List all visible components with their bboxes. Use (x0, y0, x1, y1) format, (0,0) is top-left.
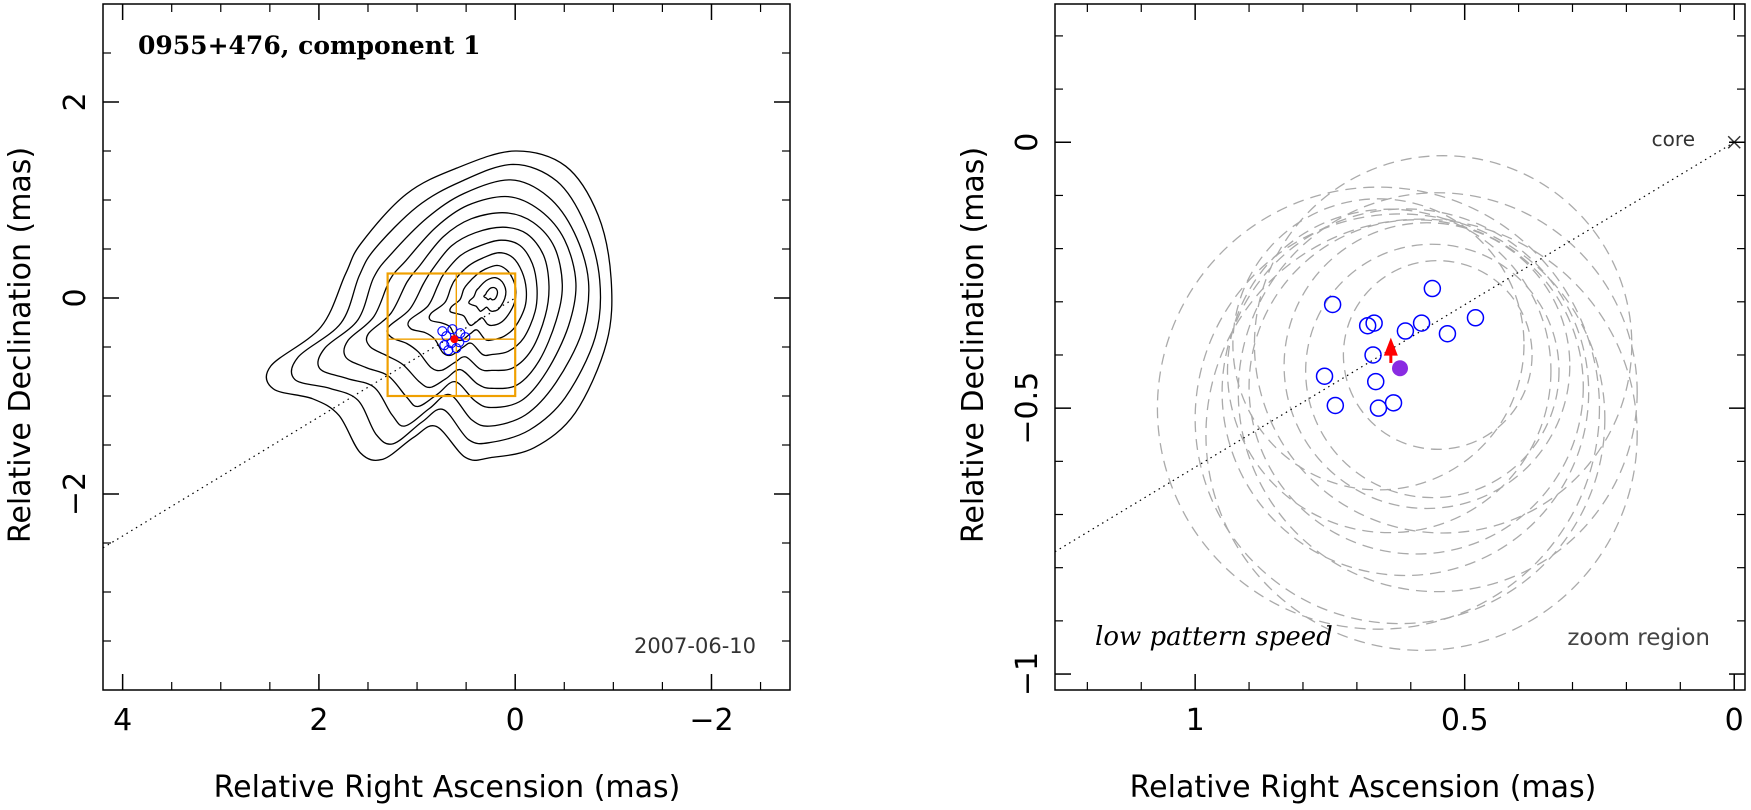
x-tick-label: 4 (113, 703, 132, 738)
y-tick-label: −1 (1010, 652, 1045, 696)
zoom-box-1 (386, 272, 517, 398)
right-x-axis-label: Relative Right Ascension (mas) (1130, 770, 1597, 805)
contour-level-2 (290, 163, 602, 445)
component-position-point (1438, 324, 1457, 343)
component-position-point (1412, 314, 1431, 332)
contour-level-11 (483, 286, 499, 301)
left-x-axis-label: Relative Right Ascension (mas) (214, 770, 681, 805)
component-position-markers (1315, 135, 1741, 417)
component-position-point (1365, 314, 1383, 332)
zoom-box-2 (386, 338, 458, 397)
uncertainty-circle (1232, 198, 1525, 491)
uncertainty-circle (1283, 222, 1571, 510)
y-tick-label: 0 (1010, 133, 1045, 152)
left-y-axis-label: Relative Declination (mas) (3, 147, 38, 543)
uncertainty-circle (1253, 155, 1633, 534)
uncertainty-circle (1237, 192, 1638, 593)
component-position-point (1323, 295, 1342, 314)
component-marker (447, 324, 458, 335)
mean-position-point (1392, 360, 1408, 377)
contour-lines (265, 150, 613, 462)
left-axis-ticks: 4 2 0 −2 2 0 −2 (58, 4, 790, 738)
x-tick-label: 0.5 (1441, 703, 1489, 738)
contour-level-3 (317, 179, 590, 427)
uncertainty-circle (1156, 186, 1601, 630)
x-tick-label: 2 (309, 703, 328, 738)
x-tick-label: 0 (506, 703, 525, 738)
core-label: core (1652, 127, 1695, 151)
y-tick-label: −2 (58, 472, 93, 516)
left-panel-contour-map: 4 2 0 −2 2 0 −2 0955+476, component 1 2007-06-… (3, 3, 791, 805)
epoch-date-label: 2007-06-10 (634, 634, 756, 658)
pattern-speed-annotation: low pattern speed (1095, 622, 1333, 652)
component-position-point (1364, 346, 1382, 364)
x-tick-label: 0 (1725, 703, 1744, 738)
component-position-point (1396, 322, 1415, 340)
right-y-axis-label: Relative Declination (mas) (956, 147, 991, 543)
uncertainty-circle (1221, 208, 1590, 577)
component-position-point (1366, 372, 1385, 391)
uncertainty-circle (1194, 213, 1606, 625)
uncertainty-circle (1342, 259, 1533, 450)
y-tick-label: 2 (58, 92, 93, 111)
left-plot-frame (102, 3, 791, 691)
plot-title: 0955+476, component 1 (138, 31, 481, 60)
right-panel-zoom-scatter: 1 0.5 0 0 −0.5 −1 core low pattern speed zoom… (956, 3, 1746, 805)
component-position-point (1423, 279, 1442, 298)
contour-level-10 (468, 276, 507, 313)
component-marker (451, 343, 462, 354)
component-position-point (1466, 309, 1485, 327)
zoom-region-label: zoom region (1567, 625, 1710, 651)
right-plot-frame (1054, 3, 1746, 691)
right-axis-ticks: 1 0.5 0 0 −0.5 −1 (1010, 4, 1745, 738)
component-marker (460, 332, 471, 343)
y-tick-label: 0 (58, 288, 93, 307)
uncertainty-circle (1226, 208, 1552, 534)
contour-level-6 (386, 226, 550, 372)
component-position-point (1384, 394, 1403, 412)
component-markers (437, 324, 471, 356)
uncertainty-circle (1305, 243, 1560, 499)
x-tick-label: −2 (689, 703, 733, 738)
y-tick-label: −0.5 (1010, 372, 1045, 445)
zoom-box-3 (455, 272, 516, 340)
contour-level-5 (365, 212, 563, 390)
pattern-speed-arrowhead (1383, 337, 1398, 356)
jet-axis-line (1054, 141, 1735, 553)
component-mean-marker (450, 335, 459, 344)
zoom-region-boxes (386, 272, 517, 398)
uncertainty-circle (1205, 218, 1638, 652)
component-position-point (1326, 396, 1345, 415)
contour-level-1 (265, 150, 613, 462)
contour-level-7 (407, 239, 538, 357)
x-tick-label: 1 (1186, 703, 1205, 738)
component-position-point (1315, 367, 1334, 385)
component-marker (443, 345, 454, 356)
uncertainty-circles (1156, 155, 1638, 652)
uncertainty-circle (1248, 219, 1584, 555)
component-position-point (1369, 399, 1388, 417)
